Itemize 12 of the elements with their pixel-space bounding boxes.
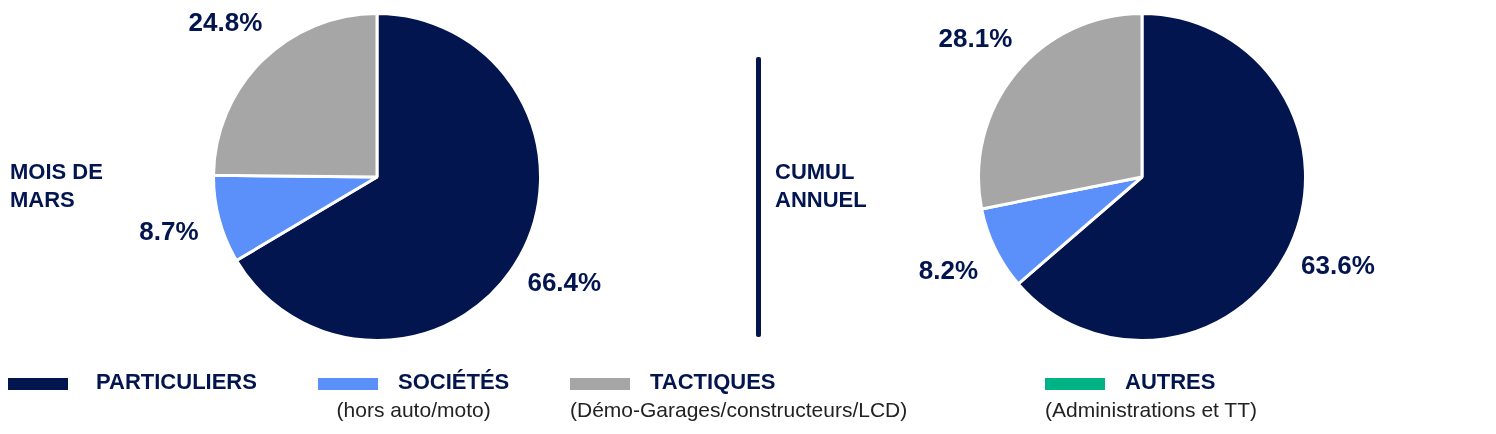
legend-label: PARTICULIERS — [96, 369, 257, 394]
data-label: 28.1% — [938, 23, 1013, 54]
data-label: 24.8% — [188, 6, 263, 37]
data-label: 8.2% — [918, 254, 978, 285]
data-label: 63.6% — [1301, 249, 1375, 280]
legend-label: TACTIQUES (Démo-Garages/constructeurs/LCD) — [570, 368, 908, 421]
legend-label: SOCIÉTÉS (hors auto/moto) — [336, 368, 510, 421]
legend-label: AUTRES (Administrations et TT) — [1045, 368, 1257, 421]
text: CUMUL ANNUEL — [775, 158, 867, 214]
data-label: 8.7% — [139, 216, 199, 247]
text: MOIS DE MARS — [10, 158, 103, 214]
data-label: 66.4% — [527, 266, 602, 297]
